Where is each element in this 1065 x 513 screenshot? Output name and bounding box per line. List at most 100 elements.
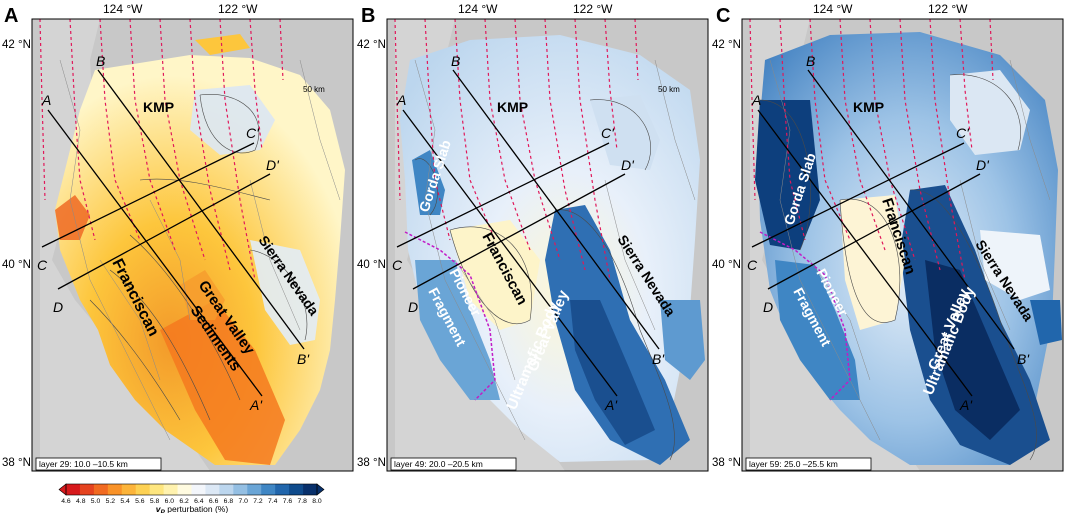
pioneer-boundary <box>759 231 851 401</box>
layer-label: layer 49: 20.0 –20.5 km <box>394 459 483 469</box>
profile-label: A' <box>959 397 973 413</box>
slab-contours <box>749 19 994 281</box>
map-frame <box>741 18 1064 472</box>
panel-b <box>386 18 709 472</box>
colorbar-tick-label: 6.2 <box>179 498 189 505</box>
colorbar-tick-label: 5.4 <box>120 498 130 505</box>
velocity-high-zone-3 <box>1030 300 1062 345</box>
velocity-field <box>55 55 345 465</box>
slab-contours <box>39 19 284 281</box>
profile-letters-c: A A' B B' C C' D D' <box>747 53 1030 413</box>
lat-label: 42 °N <box>357 39 386 51</box>
region-label-kmp: KMP <box>497 99 528 115</box>
profile-label: B' <box>1017 351 1030 367</box>
profile-letters-b: A A' B B' C C' D D' <box>392 53 665 413</box>
profile-label: B' <box>297 351 310 367</box>
colorbar-cell <box>289 484 304 495</box>
profile-label: A <box>396 92 406 108</box>
lat-label: 38 °N <box>2 457 31 469</box>
fault-lines <box>769 59 1051 441</box>
pioneer-fragment-zone <box>415 260 500 400</box>
panel-letter: C <box>716 5 730 27</box>
contour-lines <box>759 74 1037 461</box>
scale-label: 50 km <box>303 85 325 94</box>
pioneer-fragment-zone <box>775 260 860 400</box>
colorbar-cell <box>261 484 276 495</box>
colorbar-low-arrow <box>58 483 67 496</box>
layer-box: layer 49: 20.0 –20.5 km <box>390 457 517 471</box>
lon-label: 122 °W <box>218 2 258 16</box>
gorda-slab-zone <box>755 100 820 250</box>
colorbar-tick-label: 5.8 <box>150 498 160 505</box>
velocity-high-zone-2 <box>590 95 660 170</box>
colorbar-cell <box>93 484 109 495</box>
velocity-high-zone-3 <box>660 300 705 380</box>
lat-label: 38 °N <box>357 457 386 469</box>
profile-label: D' <box>976 157 990 173</box>
colorbar-tick-label: 6.6 <box>209 498 219 505</box>
lon-label: 122 °W <box>928 2 968 16</box>
velocity-high-zone-2 <box>250 240 320 345</box>
profile-label: C' <box>246 125 260 141</box>
lat-label: 40 °N <box>712 259 741 271</box>
colorbar-tick-label: 6.8 <box>224 498 234 505</box>
colorbar-cell <box>135 484 151 495</box>
colorbar-tick-label: 5.6 <box>135 498 145 505</box>
colorbar-frame <box>65 483 318 496</box>
region-label-kmp: KMP <box>143 99 174 115</box>
layer-box: layer 29: 10.0 –10.5 km <box>35 457 162 471</box>
colorbar-tick-label: 6.4 <box>194 498 204 505</box>
colorbar-tick-label: 7.2 <box>253 498 263 505</box>
colorbar-tick-label: 7.8 <box>298 498 308 505</box>
colorbar-cell <box>177 484 192 495</box>
profile-label: D' <box>266 157 280 173</box>
colorbar-tick-label: 4.8 <box>76 498 86 505</box>
layer-box: layer 59: 25.0 –25.5 km <box>745 457 872 471</box>
profile-label: B' <box>652 351 665 367</box>
profile-label: D <box>408 299 418 315</box>
lon-label: 124 °W <box>103 2 143 16</box>
colorbar-cell <box>233 484 248 495</box>
map-frame <box>386 18 709 472</box>
panel-c <box>741 18 1064 472</box>
profile-letters-a: A A' B B' C C' D D' <box>37 53 310 413</box>
colorbar-tick-label: 7.4 <box>268 498 278 505</box>
pioneer-boundary <box>404 231 496 401</box>
colorbar-cell <box>121 484 137 495</box>
lon-label: 124 °W <box>458 2 498 16</box>
lon-label: 124 °W <box>813 2 853 16</box>
fault-lines <box>414 59 696 441</box>
panel-letter: A <box>4 5 18 27</box>
profile-label: B <box>806 53 815 69</box>
profile-lines <box>41 69 305 397</box>
panel-a <box>31 18 354 472</box>
region-label-kmp: KMP <box>853 99 884 115</box>
colorbar-title: vP perturbation (%) <box>156 504 229 513</box>
colorbar-cell <box>191 484 206 495</box>
colorbar-cell <box>303 484 318 495</box>
profile-label: A' <box>249 397 263 413</box>
colorbar-ticks: 4.6 4.8 5.0 5.2 5.4 5.6 5.8 6.0 6.2 6.4 6.6 6.8 7.0 7… <box>61 498 322 505</box>
velocity-high-zone <box>412 150 445 215</box>
lon-label: 122 °W <box>573 2 613 16</box>
colorbar-tick-label: 5.0 <box>91 498 101 505</box>
lat-label: 38 °N <box>712 457 741 469</box>
lat-label: 42 °N <box>712 39 741 51</box>
velocity-high-zone <box>190 85 275 155</box>
colorbar-tick-label: 7.0 <box>238 498 248 505</box>
panel-letter: B <box>361 5 375 27</box>
velocity-low-zone-3 <box>55 195 90 240</box>
profile-label: D <box>53 299 63 315</box>
profile-lines <box>751 69 1015 397</box>
colorbar-tick-label: 5.2 <box>106 498 116 505</box>
profile-label: B <box>96 53 105 69</box>
contour-lines <box>414 99 675 461</box>
colorbar-cell <box>107 484 123 495</box>
velocity-low-zone <box>450 220 540 330</box>
ultramafic-core <box>925 260 1020 440</box>
profile-label: C' <box>956 125 970 141</box>
colorbar-tick-label: 6.0 <box>165 498 175 505</box>
colorbar-tick-label: 4.6 <box>61 498 71 505</box>
contour-lines <box>89 94 308 421</box>
